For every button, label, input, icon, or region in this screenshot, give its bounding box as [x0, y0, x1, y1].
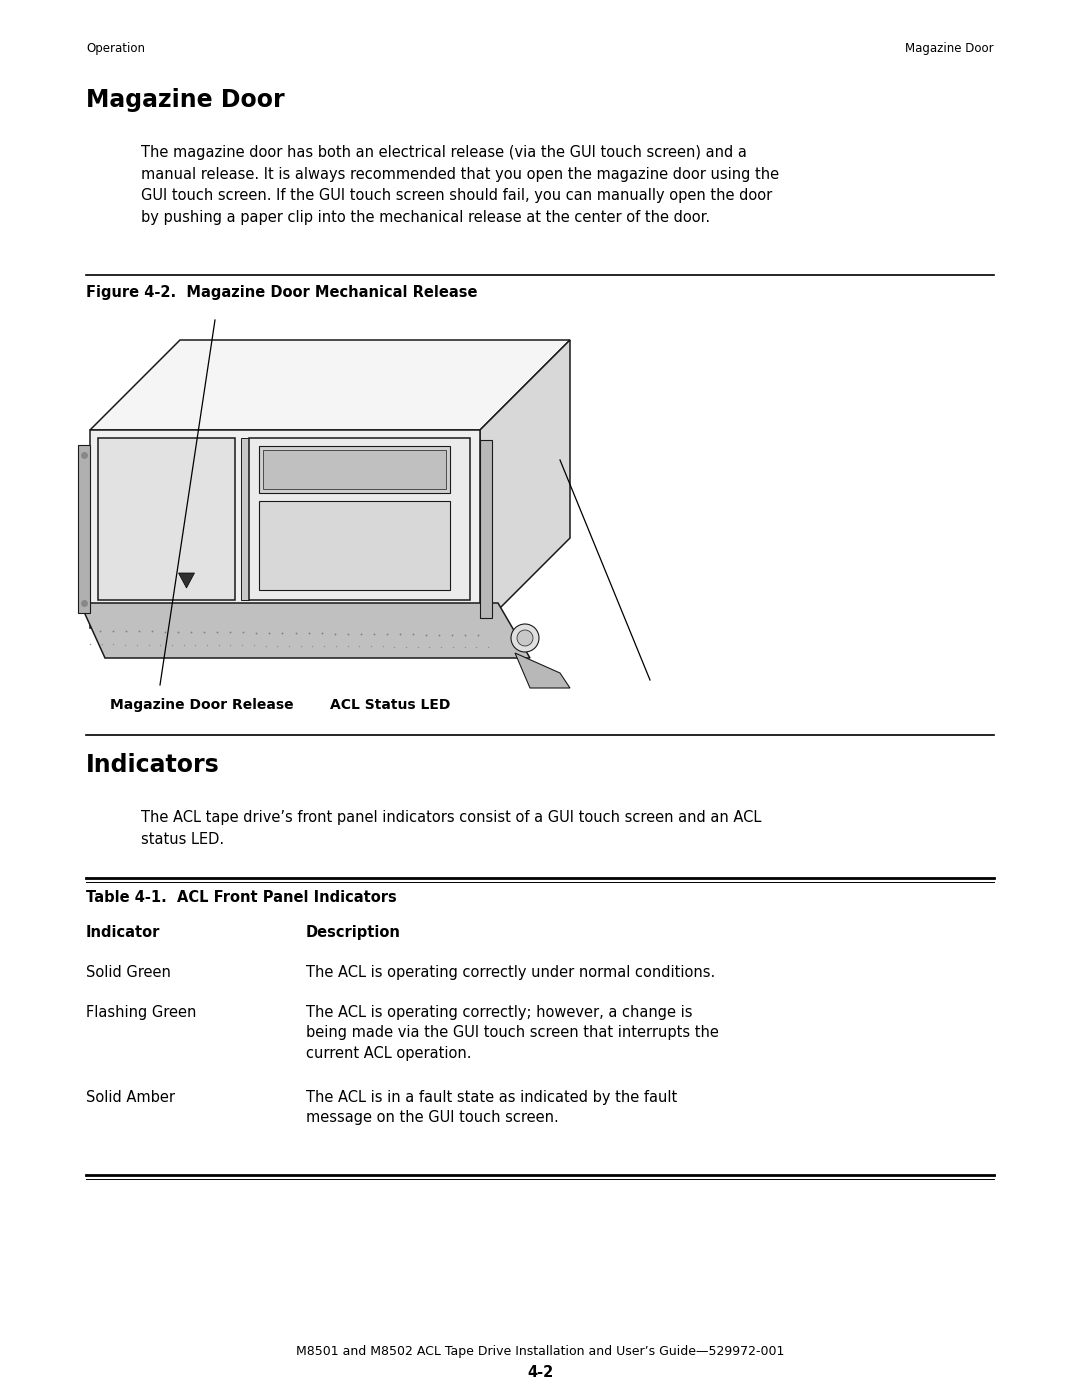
Text: The ACL tape drive’s front panel indicators consist of a GUI touch screen and an: The ACL tape drive’s front panel indicat… [141, 810, 761, 847]
Text: Solid Green: Solid Green [86, 965, 171, 981]
Text: Magazine Door Release: Magazine Door Release [110, 698, 294, 712]
Text: 4-2: 4-2 [527, 1365, 553, 1380]
Text: The ACL is in a fault state as indicated by the fault
message on the GUI touch s: The ACL is in a fault state as indicated… [306, 1090, 677, 1126]
Polygon shape [90, 430, 480, 629]
Polygon shape [80, 604, 530, 658]
Text: ACL Status LED: ACL Status LED [330, 698, 450, 712]
Text: Operation: Operation [86, 42, 145, 54]
Polygon shape [264, 450, 446, 489]
Text: Flashing Green: Flashing Green [86, 1004, 197, 1020]
Circle shape [517, 630, 534, 645]
Text: The ACL is operating correctly under normal conditions.: The ACL is operating correctly under nor… [306, 965, 715, 981]
Text: The magazine door has both an electrical release (via the GUI touch screen) and : The magazine door has both an electrical… [141, 145, 779, 225]
Polygon shape [480, 440, 492, 617]
Text: M8501 and M8502 ACL Tape Drive Installation and User’s Guide—529972-001: M8501 and M8502 ACL Tape Drive Installat… [296, 1345, 784, 1358]
Polygon shape [249, 439, 470, 599]
Polygon shape [259, 446, 450, 493]
Polygon shape [78, 446, 90, 613]
Text: Solid Amber: Solid Amber [86, 1090, 175, 1105]
Polygon shape [90, 339, 570, 430]
Polygon shape [241, 439, 249, 599]
Polygon shape [480, 339, 570, 629]
Text: Indicator: Indicator [86, 925, 160, 940]
Text: Table 4-1.  ACL Front Panel Indicators: Table 4-1. ACL Front Panel Indicators [86, 890, 396, 905]
Polygon shape [178, 573, 194, 588]
Polygon shape [98, 439, 235, 599]
Text: Magazine Door: Magazine Door [905, 42, 994, 54]
Text: Figure 4-2.  Magazine Door Mechanical Release: Figure 4-2. Magazine Door Mechanical Rel… [86, 285, 477, 300]
Circle shape [511, 624, 539, 652]
Text: The ACL is operating correctly; however, a change is
being made via the GUI touc: The ACL is operating correctly; however,… [306, 1004, 719, 1060]
Text: Magazine Door: Magazine Door [86, 88, 285, 112]
Polygon shape [515, 652, 570, 687]
Text: Description: Description [306, 925, 401, 940]
Polygon shape [259, 502, 450, 590]
Text: Indicators: Indicators [86, 753, 219, 777]
